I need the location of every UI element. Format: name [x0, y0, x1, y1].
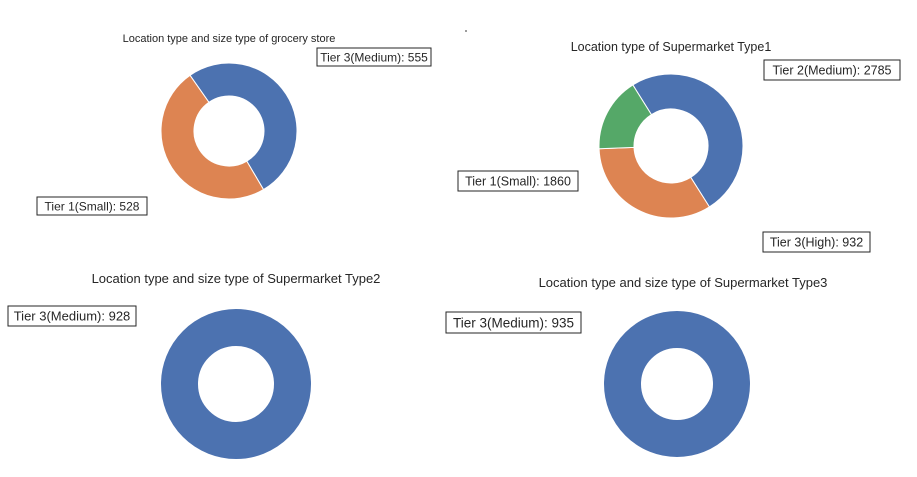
chart-title: Location type and size type of Supermark…	[92, 271, 381, 286]
chart-title: Location type and size type of Supermark…	[539, 275, 828, 290]
label-box	[7, 305, 137, 327]
slices	[160, 62, 298, 200]
donut-slice	[632, 73, 744, 208]
slices	[604, 311, 750, 457]
donut-slice	[189, 62, 298, 191]
slice-label: Tier 1(Small): 528	[45, 200, 140, 214]
donut-slice	[160, 74, 265, 200]
donut-slice	[598, 146, 711, 219]
slice-label: Tier 3(Medium): 935	[453, 316, 574, 331]
donut-slice	[598, 84, 653, 150]
slice-label: Tier 3(Medium): 555	[320, 51, 428, 65]
chart-title: Location type and size type of grocery s…	[123, 33, 336, 45]
slice-labels: Tier 3(Medium): 935	[445, 311, 582, 334]
chart-title: Location type of Supermarket Type1	[571, 40, 772, 54]
donut-slice	[604, 311, 750, 457]
label-box	[763, 59, 901, 81]
donut-chart-supermarket-type3: Location type and size type of Supermark…	[445, 275, 828, 457]
donut-chart-supermarket-type1: Location type of Supermarket Type1 Tier …	[457, 40, 901, 253]
slices	[598, 73, 744, 219]
label-box	[316, 47, 432, 67]
slice-label: Tier 1(Small): 1860	[465, 175, 571, 189]
donut-slice	[161, 309, 311, 459]
slice-labels: Tier 3(Medium): 928	[7, 305, 137, 327]
stray-dot	[465, 30, 467, 32]
slice-label: Tier 3(High): 932	[770, 236, 863, 250]
slices	[161, 309, 311, 459]
label-box	[457, 170, 579, 192]
slice-labels: Tier 3(Medium): 555 Tier 1(Small): 528	[36, 47, 432, 216]
slice-label: Tier 2(Medium): 2785	[772, 64, 891, 78]
donut-chart-supermarket-type2: Location type and size type of Supermark…	[7, 271, 381, 459]
slice-label: Tier 3(Medium): 928	[14, 309, 131, 324]
donut-chart-grocery-store: Location type and size type of grocery s…	[36, 33, 432, 216]
label-box	[36, 196, 148, 216]
label-box	[445, 311, 582, 334]
label-box	[762, 231, 871, 253]
slice-labels: Tier 2(Medium): 2785 Tier 1(Small): 1860…	[457, 59, 901, 253]
